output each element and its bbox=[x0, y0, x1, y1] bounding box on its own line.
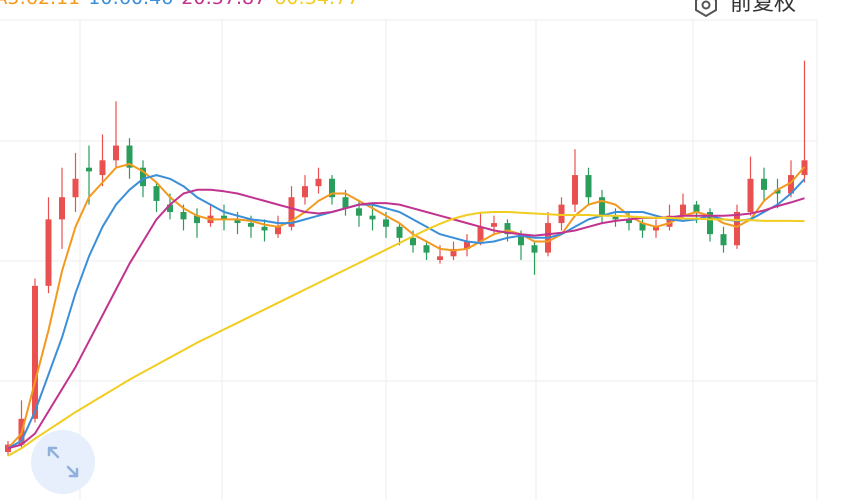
plot bbox=[5, 60, 808, 457]
legend-entry: 60:54.77 bbox=[274, 0, 359, 9]
candle-body bbox=[747, 178, 754, 212]
candle-body bbox=[612, 215, 619, 220]
candle-body bbox=[288, 197, 295, 227]
candle-body bbox=[464, 241, 470, 249]
candle-body bbox=[99, 160, 106, 176]
candle-body bbox=[734, 212, 740, 246]
candle-body bbox=[666, 215, 673, 227]
candle-body bbox=[315, 178, 322, 187]
ma-line bbox=[7, 188, 805, 450]
candle-body bbox=[450, 248, 457, 257]
candle-body bbox=[626, 219, 632, 224]
candle-body bbox=[491, 223, 497, 227]
candle-body bbox=[639, 223, 646, 231]
candle-body bbox=[383, 219, 389, 227]
candle-body bbox=[410, 237, 416, 246]
candle-body bbox=[180, 212, 187, 220]
candle-body bbox=[653, 226, 659, 231]
candle-body bbox=[585, 175, 592, 198]
grid bbox=[0, 19, 818, 500]
adjust-label: 前复权 bbox=[730, 0, 796, 16]
candle-body bbox=[572, 175, 578, 205]
candle-body bbox=[693, 204, 700, 212]
expand-icon bbox=[47, 446, 79, 478]
candle-body bbox=[707, 212, 713, 235]
legend-entry: 10:60.46 bbox=[88, 0, 173, 9]
candle-body bbox=[531, 245, 538, 253]
expand-button[interactable] bbox=[31, 430, 95, 494]
candle-body bbox=[788, 175, 794, 194]
candle-body bbox=[761, 178, 767, 190]
candle-body bbox=[221, 215, 227, 220]
candle-body bbox=[680, 204, 686, 216]
ma-line bbox=[7, 163, 806, 449]
candle-body bbox=[32, 285, 38, 419]
candle-body bbox=[518, 234, 524, 246]
candle-body bbox=[72, 178, 79, 198]
adjust-button[interactable]: 前复权 bbox=[695, 0, 796, 18]
candle-body bbox=[437, 256, 443, 260]
ma-line bbox=[7, 211, 805, 457]
candle-body bbox=[558, 204, 565, 224]
candle-body bbox=[356, 208, 362, 216]
candle-body bbox=[167, 204, 173, 212]
candle-body bbox=[126, 145, 133, 168]
candle-body bbox=[720, 234, 727, 246]
legend-entry: MA5:62.11 bbox=[0, 0, 80, 9]
candle-body bbox=[113, 145, 119, 161]
legend: MA5:62.11 10:60.46 20:57.87 60:54.77 bbox=[0, 0, 359, 9]
settings-icon-dot bbox=[701, 0, 711, 10]
candle-body bbox=[59, 197, 65, 220]
candle-body bbox=[45, 219, 52, 286]
candle-body bbox=[261, 226, 268, 231]
candle-body bbox=[302, 186, 308, 198]
legend-entry: 20:57.87 bbox=[181, 0, 266, 9]
candle-body bbox=[140, 167, 146, 187]
candle-body bbox=[369, 215, 376, 220]
candle-body bbox=[153, 186, 160, 201]
candle-body bbox=[329, 178, 335, 198]
candle-body bbox=[423, 245, 430, 253]
candle-body bbox=[234, 219, 241, 224]
ma-line bbox=[7, 174, 806, 450]
candle-body bbox=[396, 226, 403, 238]
candle-body bbox=[275, 226, 281, 235]
candle-body bbox=[774, 189, 781, 194]
candle-body bbox=[504, 223, 511, 235]
candle-body bbox=[86, 167, 92, 172]
candle-body bbox=[342, 197, 349, 209]
expand-button-bg bbox=[31, 430, 95, 494]
candle-body bbox=[477, 226, 484, 242]
candle-body bbox=[248, 223, 254, 227]
candle-body bbox=[5, 444, 11, 452]
candle-body bbox=[599, 197, 605, 216]
candle-body bbox=[194, 215, 200, 224]
settings-icon bbox=[695, 0, 717, 18]
